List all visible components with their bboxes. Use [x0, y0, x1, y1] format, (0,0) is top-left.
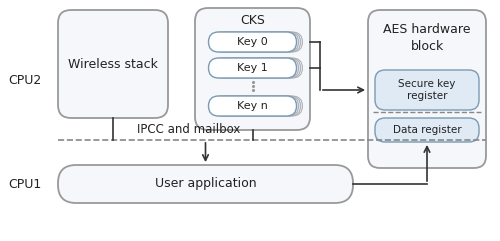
FancyBboxPatch shape — [58, 165, 353, 203]
FancyBboxPatch shape — [368, 10, 486, 168]
FancyBboxPatch shape — [375, 70, 479, 110]
Text: Data register: Data register — [392, 125, 462, 135]
Text: Wireless stack: Wireless stack — [68, 58, 158, 71]
Text: Key n: Key n — [237, 101, 268, 111]
Text: CPU1: CPU1 — [8, 179, 41, 192]
FancyBboxPatch shape — [210, 58, 298, 78]
FancyBboxPatch shape — [208, 32, 296, 52]
Text: CPU2: CPU2 — [8, 74, 41, 87]
Text: Key 1: Key 1 — [237, 63, 268, 73]
FancyBboxPatch shape — [58, 10, 168, 118]
FancyBboxPatch shape — [212, 58, 300, 78]
FancyBboxPatch shape — [208, 58, 296, 78]
FancyBboxPatch shape — [214, 96, 302, 116]
Text: Key 0: Key 0 — [237, 37, 268, 47]
FancyBboxPatch shape — [212, 32, 300, 52]
Text: User application: User application — [154, 178, 256, 190]
FancyBboxPatch shape — [212, 96, 300, 116]
FancyBboxPatch shape — [214, 32, 302, 52]
Text: IPCC and mailbox: IPCC and mailbox — [138, 123, 240, 136]
FancyBboxPatch shape — [210, 32, 298, 52]
FancyBboxPatch shape — [195, 8, 310, 130]
Text: AES hardware
block: AES hardware block — [384, 23, 471, 53]
Text: CKS: CKS — [240, 13, 265, 27]
FancyBboxPatch shape — [214, 58, 302, 78]
Text: Secure key
register: Secure key register — [398, 79, 456, 101]
FancyBboxPatch shape — [210, 96, 298, 116]
FancyBboxPatch shape — [208, 96, 296, 116]
FancyBboxPatch shape — [375, 118, 479, 142]
